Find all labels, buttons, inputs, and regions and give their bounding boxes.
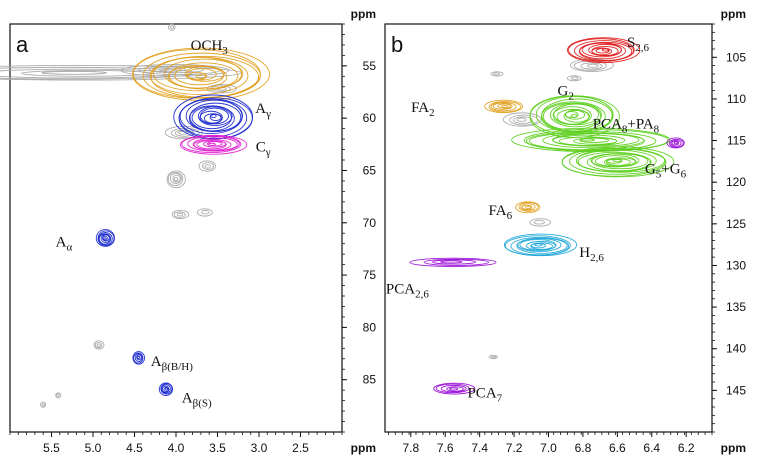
x-tick-label: 7.0	[540, 441, 557, 455]
peak-label-c-: Cγ	[256, 140, 271, 158]
signal-contour-g-5	[561, 146, 675, 178]
x-tick-label: 5.0	[85, 441, 102, 455]
y-tick-label: 125	[726, 217, 746, 231]
signal-contour-s-2-6	[567, 37, 641, 64]
panel-b: S2,6 FA2 G2 PCA8+PA8 G5+G6 FA6 H2,6 PCA2,6 PCA7 7…	[384, 7, 746, 455]
panel-letter: b	[391, 32, 403, 57]
x-tick-label: 4.0	[168, 441, 185, 455]
unassigned-contour	[529, 218, 551, 227]
x-tick-label: 3.5	[209, 441, 226, 455]
signal-contour-c-	[179, 134, 248, 155]
x-tick-label: 7.6	[437, 441, 454, 455]
peak-label-h-2-6: H2,6	[579, 245, 604, 263]
peak-label-pca-7: PCA7	[467, 386, 502, 404]
signal-contour-pca-7	[433, 382, 476, 395]
unassigned-contour	[488, 354, 499, 360]
unassigned-contour	[167, 23, 176, 31]
peak-label-och-3: OCH3	[191, 38, 229, 56]
y-tick-label: 130	[726, 258, 746, 272]
signal-contour-fa-6	[515, 201, 541, 214]
y-tick-label: 70	[363, 216, 377, 230]
y-tick-label: 115	[727, 134, 746, 148]
peak-label-fa-2: FA2	[411, 100, 435, 118]
signal-contour-h-2-6	[503, 233, 578, 257]
y-tick-label: 75	[363, 268, 377, 282]
y-tick-label: 145	[726, 383, 746, 397]
peak-label-a-s-: Aβ(S)	[182, 391, 212, 409]
y-unit-label: ppm	[351, 7, 376, 21]
peak-label-a-: Aγ	[255, 101, 271, 119]
peak-label-pca-2-6: PCA2,6	[386, 282, 429, 300]
signal-contour-a-b-h-	[132, 351, 145, 365]
x-tick-label: 2.5	[292, 441, 309, 455]
x-tick-label: 3.0	[251, 441, 268, 455]
signal-contour-a-	[173, 94, 254, 140]
unassigned-contour	[502, 112, 542, 127]
y-tick-label: 55	[363, 59, 377, 73]
y-tick-label: 105	[726, 50, 746, 64]
unassigned-contour	[566, 75, 582, 82]
y-tick-label: 60	[363, 111, 377, 125]
x-tick-label: 7.2	[506, 441, 523, 455]
peak-label-a-b-h-: Aβ(B/H)	[151, 354, 193, 372]
signal-contour-a-s-	[158, 382, 174, 396]
panel-letter: a	[16, 32, 29, 57]
unassigned-contour	[93, 340, 105, 350]
peak-label-g-5: G5+G6	[645, 162, 687, 180]
unassigned-contour	[166, 170, 186, 189]
x-unit-label: ppm	[721, 441, 746, 455]
x-tick-label: 6.6	[609, 441, 626, 455]
x-tick-label: 7.8	[402, 441, 419, 455]
peak-label-s-2-6: S2,6	[627, 35, 650, 53]
peak-label-pca-8: PCA8+PA8	[593, 117, 660, 135]
y-tick-label: 110	[727, 92, 746, 106]
y-tick-label: 80	[363, 320, 377, 334]
y-tick-label: 120	[726, 175, 746, 189]
unassigned-contour	[198, 160, 217, 172]
signal-contour-a-	[95, 229, 115, 247]
y-tick-label: 65	[363, 163, 377, 177]
unassigned-contour	[490, 71, 504, 77]
signal-contour-och-3	[132, 47, 270, 101]
y-tick-label: 85	[363, 373, 377, 387]
plot-frame	[384, 23, 713, 433]
x-tick-label: 6.4	[643, 441, 660, 455]
y-tick-label: 135	[726, 300, 746, 314]
signal-contour-fa-2	[484, 99, 524, 114]
signal-contour-signal-9	[666, 137, 685, 149]
unassigned-contour	[0, 64, 242, 81]
x-tick-label: 6.2	[678, 441, 695, 455]
unassigned-contour	[171, 209, 190, 220]
y-tick-label: 140	[726, 342, 746, 356]
x-tick-label: 6.8	[575, 441, 592, 455]
panel-a: OCH3 Aγ Cγ Aα Aβ(B/H) Aβ(S) 5.5 5.0 4.5 4.0 3.5 3.0…	[0, 7, 376, 455]
x-tick-label: 7.4	[471, 441, 488, 455]
y-unit-label: ppm	[721, 7, 746, 21]
unassigned-contour	[196, 208, 213, 217]
x-tick-label: 5.5	[43, 441, 60, 455]
unassigned-contour	[55, 392, 62, 399]
unassigned-contour	[40, 401, 47, 408]
peak-label-g-2: G2	[558, 84, 574, 102]
x-tick-label: 4.5	[126, 441, 143, 455]
peak-label-a-: Aα	[56, 235, 73, 253]
signal-contour-pca-2-6	[409, 257, 497, 267]
peak-label-fa-6: FA6	[489, 204, 513, 222]
x-unit-label: ppm	[351, 441, 376, 455]
